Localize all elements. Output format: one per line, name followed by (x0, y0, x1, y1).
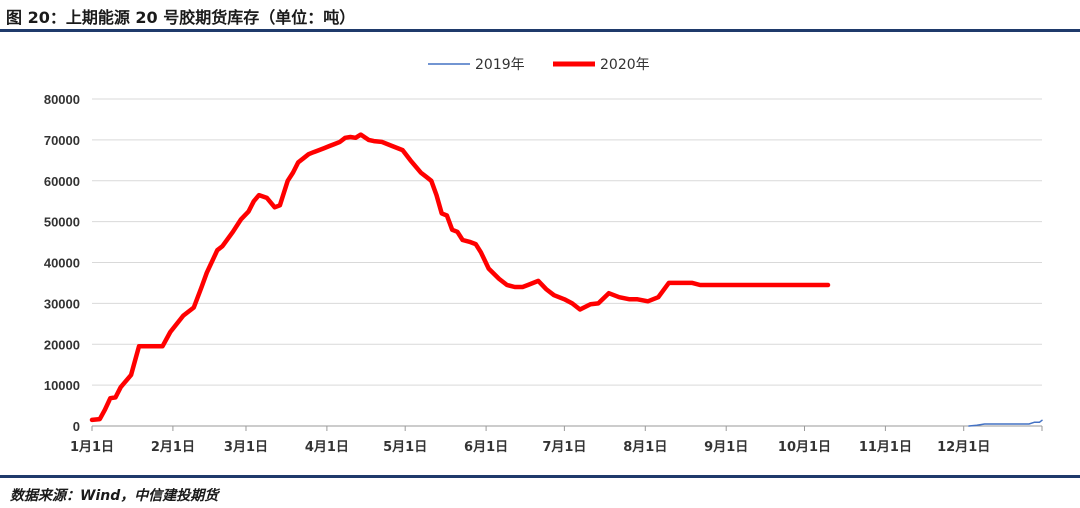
x-tick-label: 11月1日 (859, 440, 912, 455)
y-tick-label: 80000 (44, 92, 80, 107)
x-tick-label: 5月1日 (383, 440, 427, 455)
figure-title: 图 20：上期能源 20 号胶期货库存（单位：吨） (6, 8, 356, 27)
y-tick-label: 40000 (44, 256, 80, 271)
y-tick-label: 30000 (44, 296, 80, 311)
legend-label: 2020年 (600, 57, 650, 73)
x-tick-label: 6月1日 (464, 440, 508, 455)
y-tick-label: 70000 (44, 133, 80, 148)
series-lines (89, 132, 1043, 427)
y-tick-label: 10000 (44, 378, 80, 393)
x-tick-label: 2月1日 (151, 440, 195, 455)
series-line-1 (968, 419, 1043, 427)
y-axis: 0 10000 20000 30000 40000 50000 60000 70000 8000… (44, 92, 80, 434)
x-tick-label: 8月1日 (623, 440, 667, 455)
y-tick-label: 60000 (44, 174, 80, 189)
y-tick-label: 0 (73, 419, 80, 434)
x-tick-label: 3月1日 (224, 440, 268, 455)
series-line-2 (89, 132, 831, 423)
source-note: 数据来源：Wind，中信建投期货 (10, 488, 219, 504)
legend: 2019年 2020年 (428, 57, 650, 73)
x-axis: 1月1日 2月1日 3月1日 4月1日 5月1日 6月1日 7月1日 8月1日 9月1日 10月1… (70, 425, 1043, 455)
bottom-rule (0, 475, 1080, 478)
top-rule (0, 29, 1080, 32)
x-tick-label: 10月1日 (778, 440, 831, 455)
y-tick-label: 50000 (44, 215, 80, 230)
legend-label: 2019年 (475, 57, 525, 73)
x-tick-label: 4月1日 (305, 440, 349, 455)
x-tick-label: 9月1日 (704, 440, 748, 455)
line-chart: 0 10000 20000 30000 40000 50000 60000 70000 8000… (44, 57, 1043, 455)
gridlines (92, 98, 1042, 386)
x-tick-label: 1月1日 (70, 440, 114, 455)
x-tick-label: 12月1日 (937, 440, 990, 455)
y-tick-label: 20000 (44, 337, 80, 352)
x-tick-label: 7月1日 (542, 440, 586, 455)
